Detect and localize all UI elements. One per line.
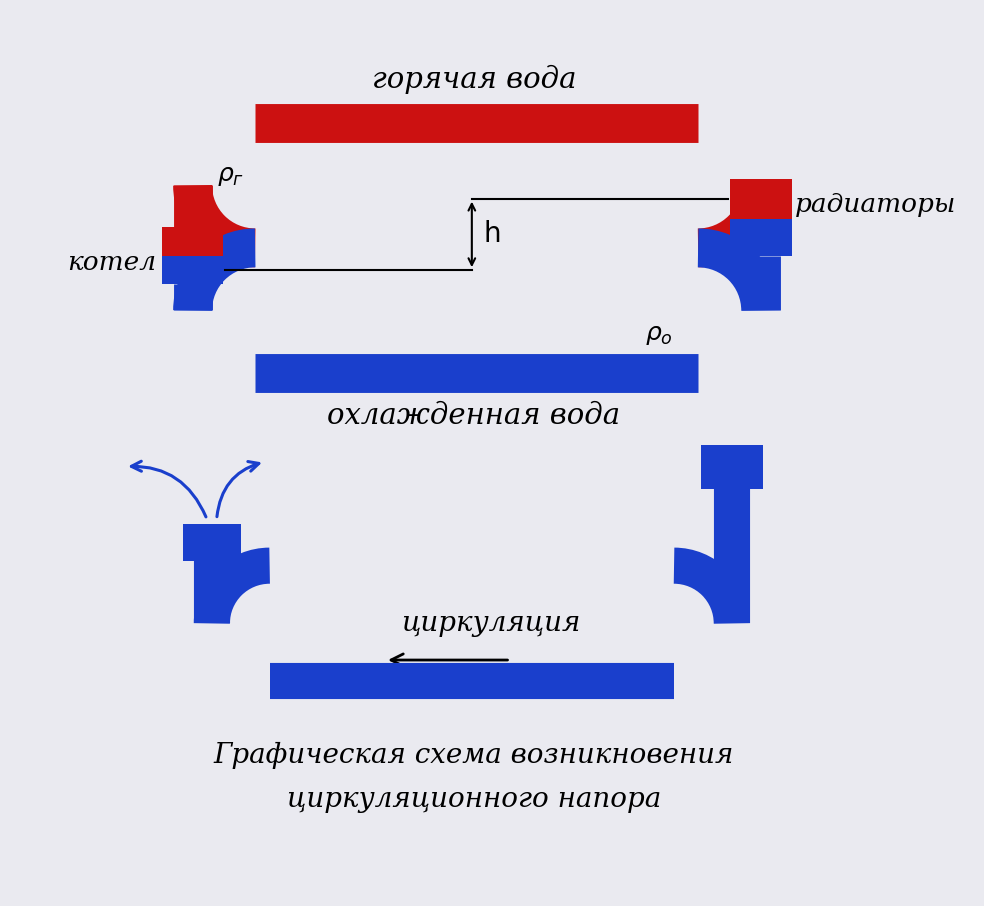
Text: Графическая схема возникновения
циркуляционного напора: Графическая схема возникновения циркуляц… (214, 742, 734, 813)
Text: циркуляция: циркуляция (401, 610, 581, 637)
Text: $\rho_о$: $\rho_о$ (646, 323, 673, 347)
Text: охлажденная вода: охлажденная вода (328, 402, 620, 430)
Text: $\rho_г$: $\rho_г$ (216, 164, 244, 188)
Text: h: h (483, 220, 501, 248)
Text: котел: котел (67, 250, 156, 275)
Text: радиаторы: радиаторы (794, 192, 955, 217)
Bar (161, 255, 223, 284)
Text: горячая вода: горячая вода (372, 65, 576, 94)
Bar (730, 178, 791, 219)
Bar (730, 219, 791, 255)
Bar (183, 525, 241, 561)
Bar (161, 226, 223, 255)
Bar (701, 445, 763, 488)
